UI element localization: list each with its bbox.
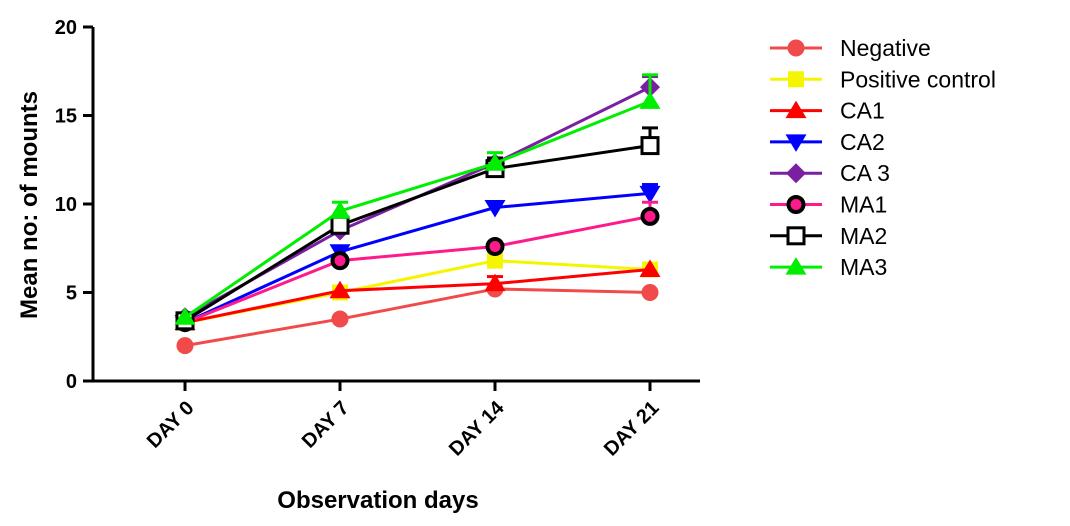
legend-label: CA 3 (840, 160, 890, 186)
legend-marker (785, 100, 807, 119)
series-line (184, 267, 651, 325)
legend: Negative Positive control CA1 CA2 CA 3 MA1 MA2… (770, 35, 996, 280)
x-tick-label: DAY 21 (600, 397, 664, 461)
y-axis-title: Mean no: of mounts (16, 91, 43, 319)
data-point (641, 284, 659, 301)
legend-item: MA3 (770, 254, 887, 280)
data-point (639, 91, 661, 109)
series-layer (174, 73, 661, 355)
data-point (640, 206, 660, 226)
legend-item: MA1 (770, 192, 887, 218)
data-point (639, 185, 661, 204)
legend-marker (785, 134, 807, 152)
data-point (484, 273, 506, 292)
series-line (184, 287, 651, 348)
data-point (329, 201, 351, 219)
y-tick-label: 0 (66, 371, 77, 393)
series-line (184, 144, 651, 323)
y-tick-label: 15 (55, 106, 77, 128)
legend-item: CA1 (770, 98, 885, 124)
series-line (184, 85, 651, 319)
legend-item: CA2 (770, 129, 885, 155)
data-point (174, 307, 196, 325)
data-point (484, 153, 506, 171)
legend-label: CA1 (840, 98, 885, 124)
legend-label: CA2 (840, 129, 885, 155)
data-point (487, 252, 503, 269)
legend-label: MA2 (840, 223, 887, 249)
axes: 0 5 10 15 20 DAY 0 DAY 7 DAY 14 DAY 21 (55, 17, 700, 461)
legend-item: Positive control (770, 66, 996, 92)
data-point (639, 259, 661, 277)
series-line (184, 99, 651, 319)
legend-item: MA2 (770, 223, 887, 249)
legend-label: Positive control (840, 66, 996, 92)
y-tick-label: 10 (55, 194, 77, 216)
legend-label: MA1 (840, 192, 887, 218)
data-point (485, 236, 505, 256)
series-line (184, 191, 651, 324)
data-point (330, 215, 350, 235)
data-point (484, 200, 506, 218)
series-ma3 (174, 73, 661, 325)
series-line (184, 214, 651, 324)
legend-marker (787, 39, 805, 57)
data-point (640, 136, 660, 156)
legend-item: Negative (770, 35, 931, 61)
x-axis-title: Observation days (277, 487, 478, 514)
y-tick-label: 5 (66, 283, 77, 305)
legend-marker (786, 226, 806, 246)
legend-label: MA3 (840, 254, 887, 280)
data-point (176, 337, 194, 355)
legend-marker (788, 71, 804, 88)
data-point (331, 310, 349, 328)
series-negative (176, 280, 659, 355)
x-tick-label: DAY 7 (298, 397, 354, 453)
y-tick-label: 20 (55, 17, 77, 39)
legend-marker (785, 257, 807, 275)
x-tick-label: DAY 14 (445, 396, 509, 460)
legend-marker (786, 163, 806, 184)
legend-marker (786, 195, 806, 214)
data-point (329, 280, 351, 299)
x-tick-label: DAY 0 (143, 397, 199, 453)
legend-label: Negative (840, 35, 931, 61)
data-point (330, 251, 350, 271)
legend-item: CA 3 (770, 160, 890, 186)
